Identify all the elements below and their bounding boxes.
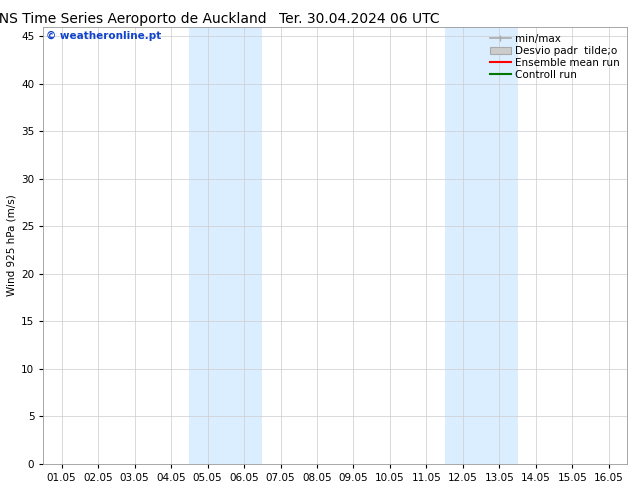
Bar bbox=[190, 26, 262, 464]
Text: © weatheronline.pt: © weatheronline.pt bbox=[46, 31, 162, 41]
Y-axis label: Wind 925 hPa (m/s): Wind 925 hPa (m/s) bbox=[7, 195, 17, 296]
Text: Ter. 30.04.2024 06 UTC: Ter. 30.04.2024 06 UTC bbox=[279, 12, 439, 26]
Legend: min/max, Desvio padr  tilde;o, Ensemble mean run, Controll run: min/max, Desvio padr tilde;o, Ensemble m… bbox=[486, 30, 624, 84]
Text: ENS Time Series Aeroporto de Auckland: ENS Time Series Aeroporto de Auckland bbox=[0, 12, 266, 26]
Bar bbox=[444, 26, 517, 464]
